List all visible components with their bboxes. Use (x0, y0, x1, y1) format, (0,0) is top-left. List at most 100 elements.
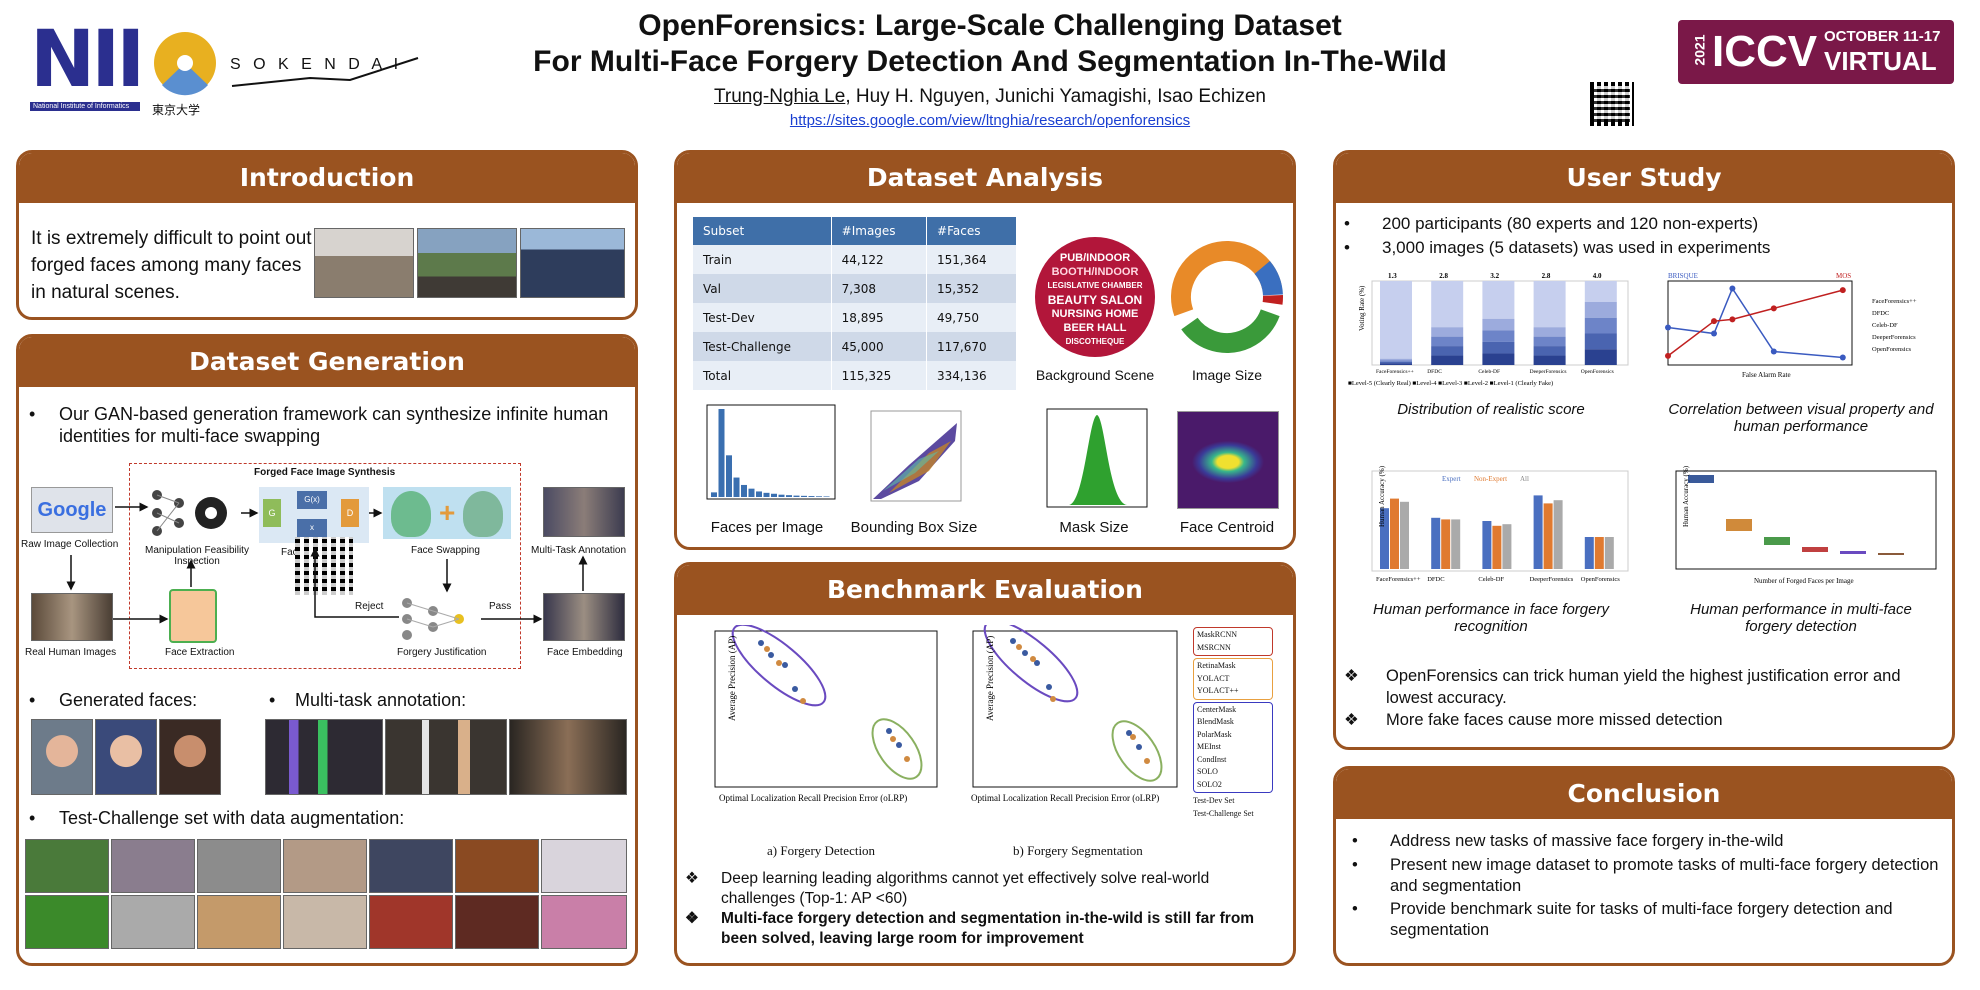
conclusion-panel: Conclusion • Address new tasks of massiv… (1333, 766, 1955, 966)
dist-segment (1584, 317, 1617, 334)
project-link[interactable]: https://sites.google.com/view/ltnghia/re… (789, 112, 1191, 129)
corr-legend: FaceForensics++ DFDC Celeb-DF DeeperFore… (1872, 298, 1917, 353)
swap-plus-icon: + (439, 497, 456, 528)
multi-caption: Human performance in multi-face forgery … (1690, 601, 1912, 635)
corr-legend-item: DFDC (1872, 310, 1889, 317)
segmentation-caption: b) Forgery Segmentation (1013, 843, 1143, 858)
face-embedding-image (543, 593, 625, 641)
dist-segment (1380, 281, 1412, 359)
dist-category-label: DFDC (1427, 369, 1442, 375)
corr-xlabel: False Alarm Rate (1742, 371, 1791, 379)
dist-segment (1533, 336, 1566, 347)
legend-item: MaskRCNN (1197, 630, 1238, 639)
table-cell: 45,000 (831, 332, 928, 361)
dist-segment (1533, 355, 1566, 365)
poster-title-line1: OpenForensics: Large-Scale Challenging D… (638, 9, 1342, 42)
dist-segment (1380, 361, 1412, 364)
annotation-image-3 (509, 719, 627, 795)
real-human-label: Real Human Images (25, 647, 117, 658)
test-challenge-text: Test-Challenge set with data augmentatio… (59, 808, 405, 828)
detection-scatter-chart: Average Precision (AP) Optimal Localizat… (714, 625, 938, 803)
test-challenge-label: • Test-Challenge set with data augmentati… (29, 808, 405, 828)
hp-bar (1390, 498, 1399, 569)
dist-category-label: DeeperForensics (1530, 369, 1567, 375)
face-label-partial: Fac (281, 547, 298, 558)
introduction-heading: Introduction (19, 153, 635, 203)
benchmark-bullet-2-text: Multi-face forgery detection and segment… (721, 910, 1255, 947)
dist-segment (1431, 355, 1464, 365)
faces-bar (733, 477, 740, 497)
faces-bar (771, 493, 777, 497)
hp-category-label: DeeperForensics (1530, 576, 1574, 583)
iccv-year: 2021 (1691, 34, 1708, 66)
user-study-heading: User Study (1336, 153, 1952, 203)
generated-face-2 (95, 719, 157, 795)
wordcloud-word: DISCOTHEQUE (1065, 337, 1125, 346)
dist-segment (1380, 358, 1412, 361)
dist-category-label: Celeb-DF (1478, 369, 1500, 375)
conclusion-item-3-text: Provide benchmark suite for tasks of mul… (1390, 900, 1893, 939)
faces-bar (786, 495, 792, 497)
corr-legend-item: OpenForensics (1872, 346, 1911, 353)
dist-ylabel: Voting Rate (%) (1358, 285, 1366, 331)
face-swap-images: + (383, 487, 511, 539)
annotation-image-1 (265, 719, 383, 795)
manipulation-label: Manipulation Feasibility Inspection (145, 545, 249, 567)
logo-tokyo-text: 東京大学 (152, 103, 201, 117)
logo-sokendai-text: S O K E N D A I (230, 56, 403, 73)
legend-item: YOLACT++ (1197, 686, 1239, 695)
aug-photo (197, 839, 281, 893)
table-header-row: Subset #Images #Faces (693, 217, 1017, 245)
dist-segment (1482, 341, 1515, 354)
hp-bar (1431, 517, 1441, 569)
corr-point (1711, 330, 1717, 337)
pass-label: Pass (489, 601, 512, 612)
conclusion-heading: Conclusion (1336, 769, 1952, 819)
intro-photo-2 (417, 228, 517, 298)
google-logo-text: Google (37, 499, 107, 521)
faces-bar (741, 484, 747, 497)
conclusion-item-2-text: Present new image dataset to promote tas… (1390, 856, 1939, 895)
background-caption: Background Scene (1035, 367, 1155, 383)
table-cell: 334,136 (926, 361, 1017, 390)
hp-bar (1380, 508, 1389, 569)
first-author: Trung-Nghia Le (714, 86, 846, 107)
justification-net-icon (402, 598, 464, 640)
benchmark-bullet-1-text: Deep learning leading algorithms cannot … (721, 870, 1210, 907)
face-embedding-label: Face Embedding (547, 647, 623, 658)
wordcloud: PUB/INDOOR BOOTH/INDOOR LEGISLATIVE CHAM… (1035, 237, 1155, 357)
dist-segment (1584, 281, 1617, 302)
gan-block: G G(x) x D (259, 487, 369, 543)
swap-face-2-icon (463, 491, 503, 537)
dist-segment (1584, 349, 1617, 365)
legend-item: MEInst (1197, 742, 1221, 751)
dist-segment (1431, 281, 1464, 328)
dist-segment (1482, 318, 1515, 331)
introduction-panel: Introduction It is extremely difficult t… (16, 150, 638, 320)
corr-legend-item: FaceForensics++ (1872, 298, 1917, 305)
introduction-text: It is extremely difficult to point out f… (31, 228, 312, 303)
dist-category-label: FaceForensics++ (1376, 369, 1414, 375)
multitask-label: Multi-Task Annotation (531, 545, 627, 556)
bbox-caption: Bounding Box Size (850, 519, 978, 536)
corr-point (1711, 318, 1717, 325)
aug-photo (541, 839, 627, 893)
iccv-logo: 2021 ICCV OCTOBER 11-17 VIRTUAL (1678, 20, 1954, 84)
dist-segment (1431, 346, 1464, 356)
hp-bar (1502, 524, 1512, 569)
table-header: Subset (693, 217, 832, 245)
user-study-panel: User Study • 200 participants (80 experts… (1333, 150, 1955, 750)
hp-bar (1451, 519, 1461, 569)
hp-legend-item: All (1520, 475, 1529, 483)
hp-bar (1533, 495, 1543, 569)
benchmark-legend: MaskRCNN MSRCNN RetinaMask YOLACT YOLACT… (1193, 627, 1273, 820)
legend-item: BlendMask (1197, 717, 1234, 726)
corr-mos-label: MOS (1836, 272, 1851, 280)
corr-point (1770, 305, 1777, 312)
user-study-bullet-2-text: 3,000 images (5 datasets) was used in ex… (1382, 238, 1771, 257)
annotation-image-2 (385, 719, 507, 795)
hp-category-label: DFDC (1427, 576, 1444, 583)
aug-photo (369, 895, 453, 949)
legend-item: PolarMask (1197, 729, 1232, 739)
table-cell: 49,750 (926, 303, 1017, 332)
